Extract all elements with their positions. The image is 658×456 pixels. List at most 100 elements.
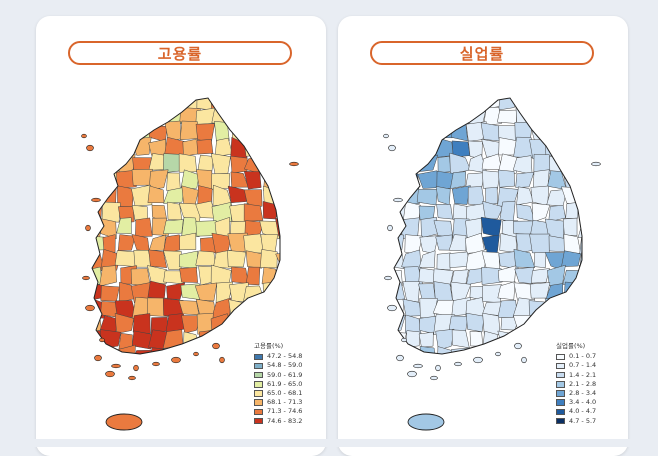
district-region: [530, 268, 550, 284]
district-region: [466, 268, 483, 286]
district-region: [498, 98, 518, 111]
district-region: [92, 106, 105, 126]
district-region: [394, 107, 407, 127]
employment-legend: 고용률(%) 47.2 - 54.8 54.8 - 59.0 59.0 - 61…: [254, 342, 302, 426]
district-region: [92, 157, 105, 171]
district-region: [545, 98, 567, 107]
district-region: [562, 125, 582, 143]
district-region: [562, 297, 582, 317]
district-region: [515, 171, 535, 188]
district-region: [469, 331, 484, 347]
district-region: [262, 281, 280, 303]
district-region: [450, 171, 467, 189]
district-region: [135, 217, 153, 238]
employment-map-card: 고용률 고용률(%) 47.2 - 54.8 54.8 - 59.0 59.0 …: [36, 16, 326, 456]
legend-item: 0.1 - 0.7: [556, 352, 596, 361]
legend-item: 2.1 - 2.8: [556, 380, 596, 389]
legend-item: 2.8 - 3.4: [556, 389, 596, 398]
district-region: [132, 313, 151, 334]
island: [128, 375, 136, 381]
island: [387, 224, 393, 232]
district-region: [275, 122, 280, 139]
district-region: [276, 313, 280, 333]
district-region: [243, 171, 262, 190]
island: [289, 161, 299, 167]
district-region: [565, 202, 579, 219]
district-region: [578, 298, 582, 319]
district-region: [148, 153, 166, 171]
district-region: [245, 266, 261, 286]
district-region: [92, 345, 106, 354]
district-region: [405, 123, 422, 142]
legend-item: 4.0 - 4.7: [556, 407, 596, 416]
district-region: [451, 185, 471, 205]
district-region: [579, 248, 582, 271]
district-region: [100, 285, 120, 302]
district-region: [133, 108, 153, 126]
district-region: [576, 124, 582, 143]
district-region: [582, 189, 598, 205]
district-region: [147, 185, 165, 204]
district-region: [100, 122, 119, 142]
district-region: [437, 156, 452, 174]
district-region: [275, 187, 280, 207]
district-region: [276, 168, 280, 189]
island: [454, 361, 462, 367]
legend-item: 47.2 - 54.8: [254, 352, 302, 361]
district-region: [227, 98, 248, 109]
district-region: [530, 329, 551, 352]
district-region: [579, 98, 582, 111]
district-region: [580, 281, 582, 304]
district-region: [92, 121, 100, 143]
district-region: [435, 328, 455, 351]
district-region: [245, 250, 265, 269]
island: [473, 356, 483, 364]
district-region: [394, 98, 405, 110]
district-region: [228, 330, 248, 350]
district-region: [562, 153, 581, 174]
island: [384, 275, 392, 281]
legend-item: 1.4 - 2.1: [556, 371, 596, 380]
district-region: [433, 98, 454, 110]
island: [387, 304, 397, 312]
island: [401, 337, 407, 343]
jeju-island: [105, 413, 143, 431]
district-region: [115, 344, 136, 354]
district-region: [579, 313, 582, 336]
island: [105, 370, 115, 378]
district-region: [244, 315, 260, 335]
district-region: [258, 98, 278, 110]
district-region: [481, 266, 503, 285]
district-region: [563, 172, 581, 189]
island: [219, 356, 225, 364]
unemployment-legend-title: 실업률(%): [556, 342, 586, 350]
district-region: [195, 250, 216, 266]
district-region: [115, 124, 137, 141]
district-region: [149, 98, 169, 111]
district-region: [132, 330, 152, 350]
coastline: [91, 97, 281, 355]
district-region: [280, 236, 294, 250]
district-region: [114, 250, 137, 267]
district-region: [401, 173, 419, 191]
district-region: [530, 315, 548, 335]
district-region: [544, 297, 567, 319]
legend-item: 74.6 - 83.2: [254, 417, 302, 426]
district-region: [451, 329, 470, 349]
island: [396, 354, 404, 362]
district-region: [183, 331, 201, 348]
district-region: [98, 104, 117, 125]
district-region: [432, 122, 455, 139]
district-region: [497, 346, 517, 354]
legend-swatch: [556, 399, 565, 406]
district-region: [400, 155, 422, 171]
district-region: [246, 297, 266, 317]
district-region: [513, 248, 536, 268]
district-region: [259, 139, 280, 158]
island: [383, 133, 389, 139]
district-region: [419, 297, 438, 319]
district-region: [449, 105, 470, 126]
island: [91, 197, 101, 203]
district-region: [92, 282, 104, 302]
district-region: [401, 184, 420, 205]
